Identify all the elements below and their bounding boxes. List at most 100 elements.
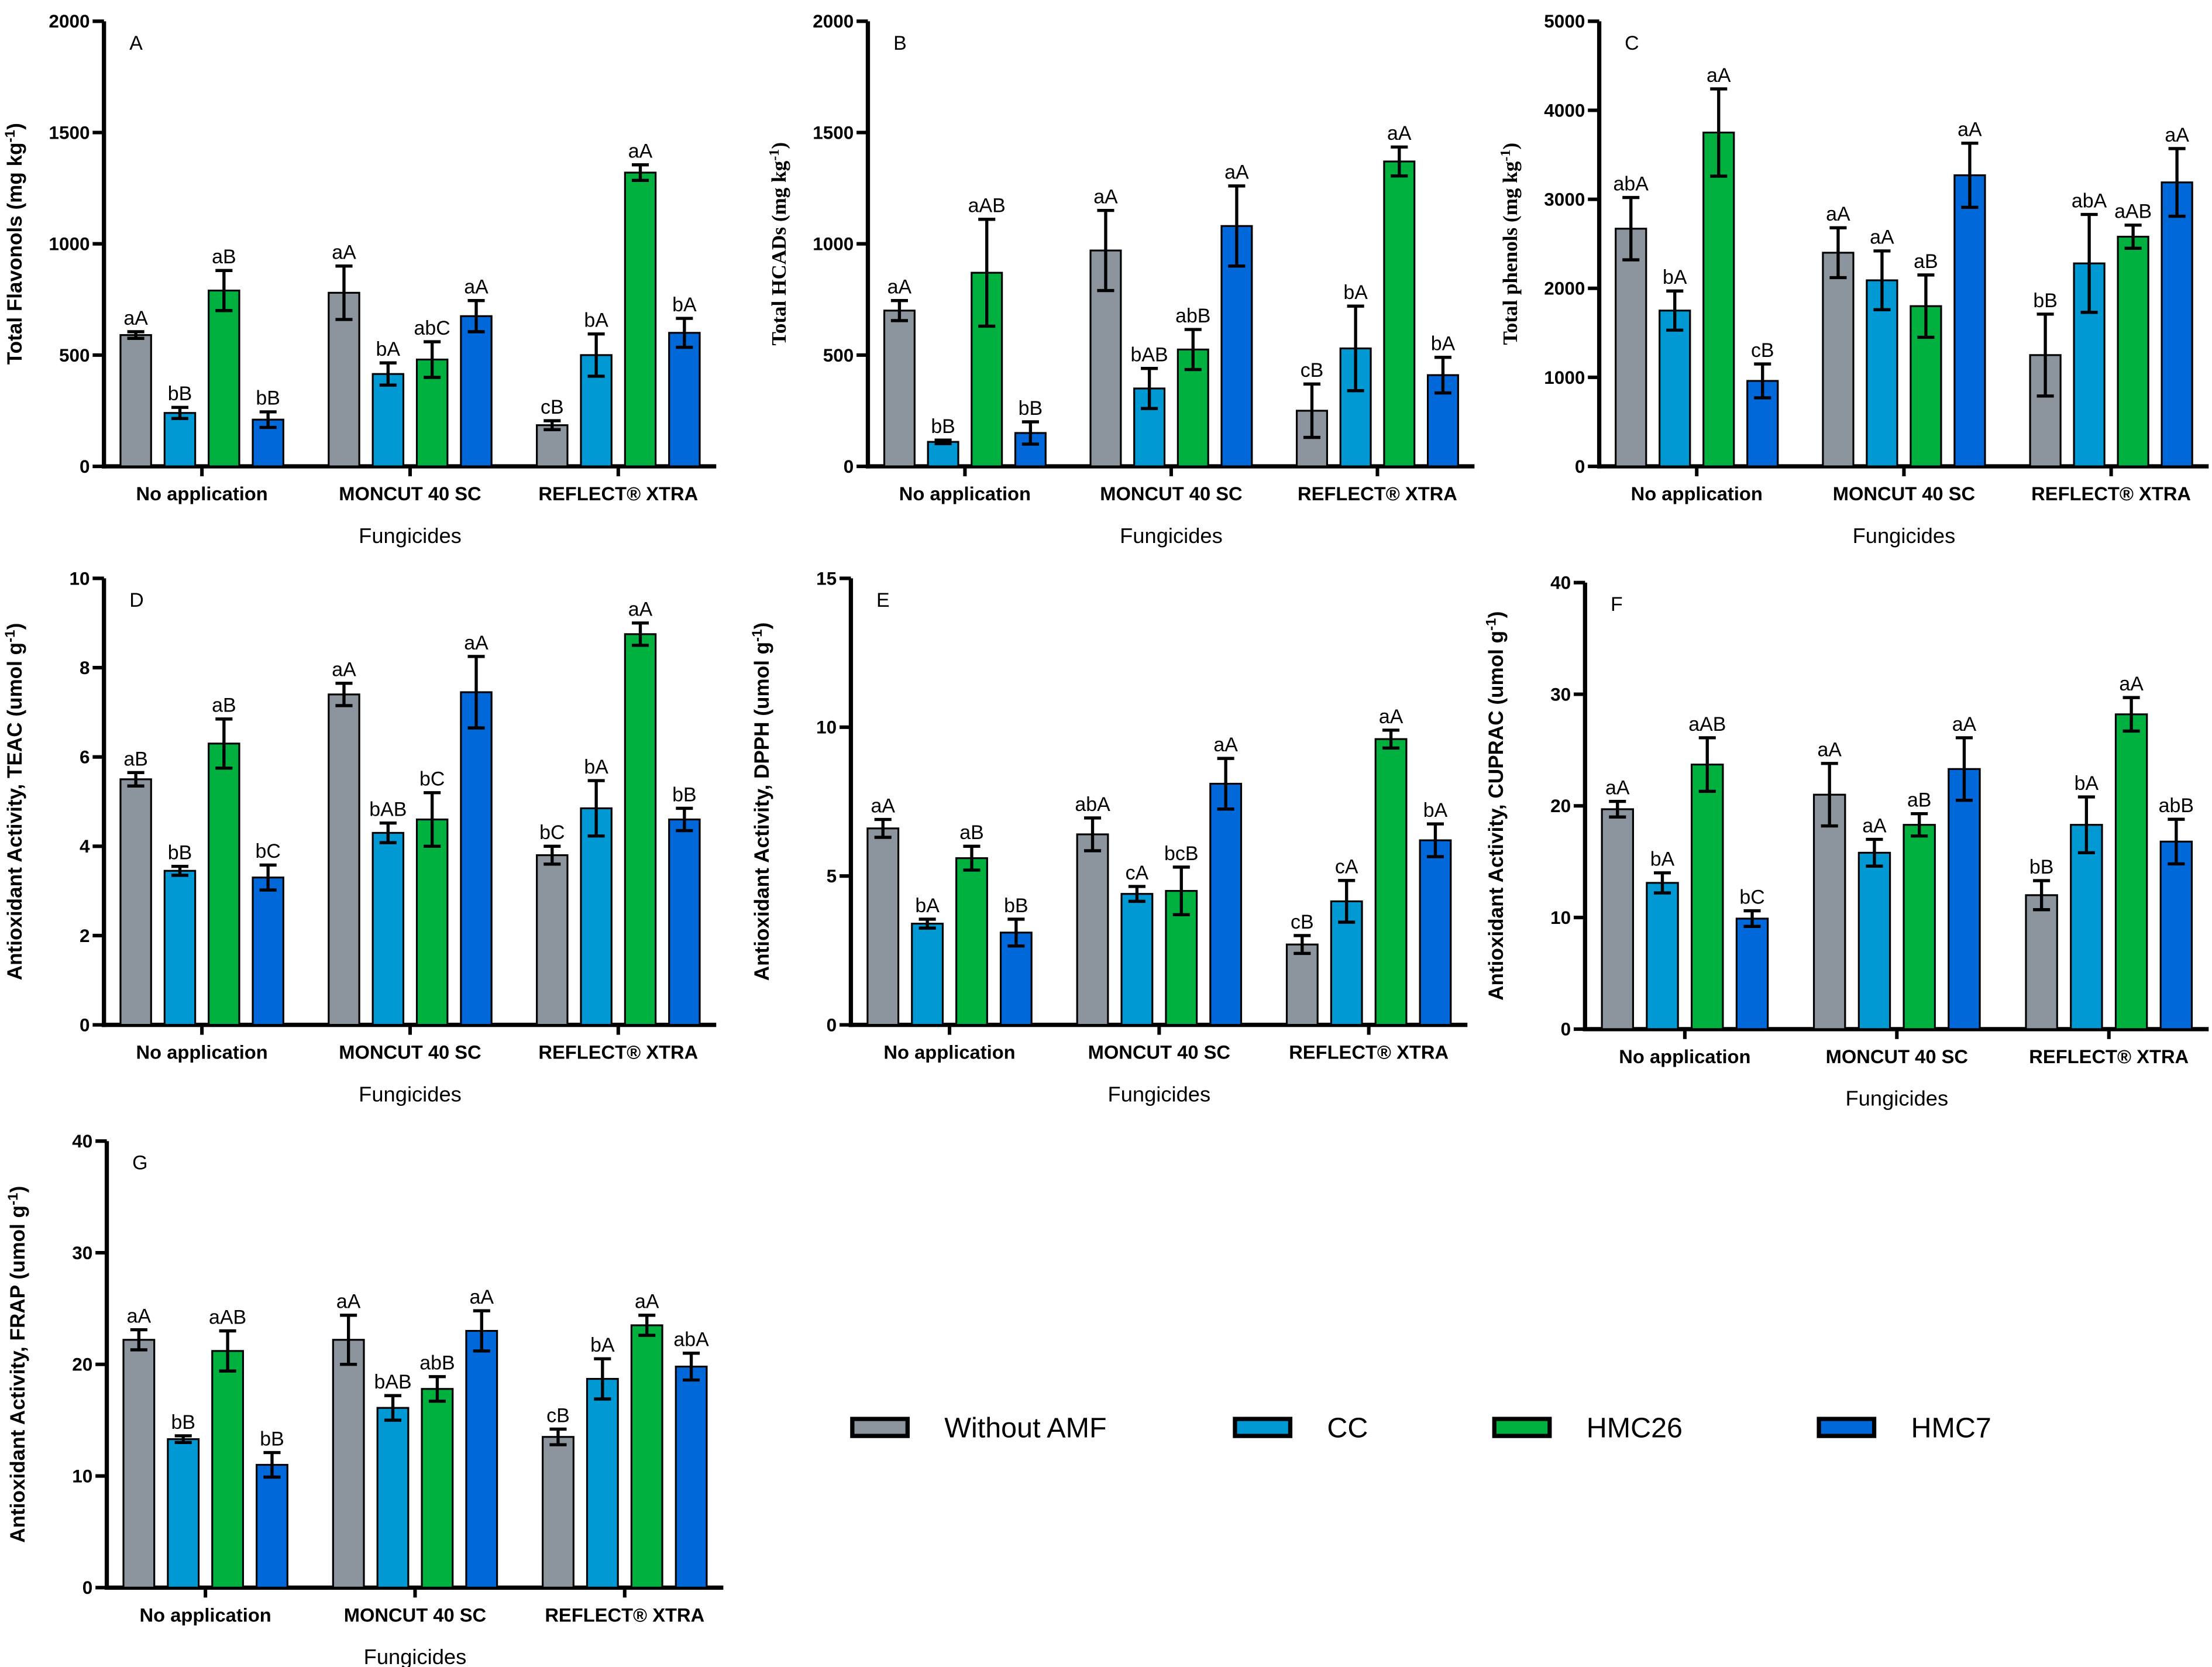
bar-hmc7 — [2159, 840, 2193, 1030]
legend-item: CC — [1233, 1412, 1368, 1444]
significance-label: aA — [628, 140, 653, 163]
category-label: REFLECT® XTRA — [2031, 483, 2191, 504]
category-label: MONCUT 40 SC — [339, 483, 481, 504]
y-axis-label-end: ) — [768, 142, 790, 149]
bar-cc — [1646, 882, 1679, 1030]
significance-label: bC — [1739, 886, 1764, 908]
y-axis-label-end: ) — [6, 1186, 29, 1193]
bar-hmc7 — [1209, 782, 1243, 1026]
category-label: No application — [1631, 483, 1763, 504]
significance-label: aA — [332, 242, 356, 264]
y-tick-label: 5 — [827, 865, 837, 886]
panel-A: 0 500 1000 1500 2000 A Total Flavonols (mg kg-… — [2, 11, 717, 548]
error-bar — [1873, 249, 1891, 311]
significance-label: aAB — [1688, 713, 1726, 735]
bar-cc — [163, 869, 197, 1026]
y-axis-label-sup: -1 — [766, 149, 782, 161]
error-bar — [1021, 420, 1039, 446]
category-label: No application — [136, 483, 268, 504]
y-tick-label: 1000 — [49, 233, 90, 255]
category-label: MONCUT 40 SC — [339, 1042, 481, 1063]
bar-without-amf — [328, 693, 360, 1026]
significance-label: aA — [470, 1286, 494, 1308]
x-axis-label: Fungicides — [1845, 1087, 1948, 1111]
error-bar — [127, 771, 145, 788]
error-bar — [335, 682, 353, 707]
category-label: No application — [1619, 1046, 1750, 1067]
error-bar — [1866, 837, 1883, 868]
error-bar — [424, 340, 441, 379]
error-bar — [2036, 312, 2054, 398]
significance-label: bB — [672, 783, 696, 806]
bar-cc — [911, 923, 944, 1026]
bar-hmc26 — [624, 171, 657, 468]
bar-hmc26 — [208, 289, 240, 468]
significance-label: aA — [2119, 673, 2144, 695]
bar-cc — [376, 1407, 410, 1589]
bar-hmc7 — [1735, 917, 1769, 1030]
legend-item: HMC7 — [1817, 1412, 1991, 1444]
significance-label: bB — [2029, 856, 2053, 878]
x-axis-label: Fungicides — [1108, 1082, 1211, 1106]
significance-label: aA — [1952, 713, 1977, 735]
error-bar — [2080, 212, 2098, 314]
significance-label: bA — [584, 756, 608, 778]
error-bar — [1007, 917, 1025, 948]
error-bar — [2124, 224, 2142, 250]
x-axis-label: Fungicides — [1853, 524, 1956, 548]
y-tick-label: 0 — [844, 456, 854, 477]
significance-label: aB — [123, 748, 147, 770]
bar-hmc7 — [1419, 839, 1452, 1026]
x-axis-label: Fungicides — [1120, 524, 1223, 548]
bar-hmc7 — [675, 1366, 708, 1589]
error-bar — [1754, 362, 1771, 400]
x-axis-label: Fungicides — [359, 1082, 462, 1106]
bar-without-amf — [536, 424, 569, 468]
error-bar — [424, 791, 441, 848]
y-tick-label: 10 — [72, 1465, 92, 1486]
category-label: MONCUT 40 SC — [1100, 483, 1242, 504]
bar-hmc7 — [668, 332, 701, 468]
error-bar — [631, 621, 649, 647]
error-bar — [1303, 382, 1321, 439]
significance-label: aB — [1907, 789, 1931, 812]
y-axis-label-end: ) — [4, 623, 26, 630]
significance-label: aA — [871, 795, 895, 817]
y-tick-label: 8 — [80, 657, 90, 678]
significance-label: aA — [464, 632, 489, 654]
y-axis-label-end: ) — [1485, 611, 1508, 618]
bar-cc — [580, 807, 613, 1026]
bar-without-amf — [122, 1339, 156, 1589]
error-bar — [1710, 87, 1728, 178]
significance-label: aA — [1605, 777, 1630, 799]
significance-label: bA — [590, 1334, 615, 1356]
bar-hmc7 — [668, 818, 701, 1026]
y-tick-label: 0 — [80, 1014, 90, 1035]
y-tick-label: 2000 — [1544, 278, 1585, 299]
significance-label: aA — [1213, 734, 1238, 756]
legend: Without AMF CC HMC26 HMC7 — [850, 1412, 1991, 1444]
x-axis-label: Fungicides — [364, 1645, 467, 1667]
y-axis-label: Antioxidant Activity, CUPRAC (umol g-1) — [1484, 611, 1508, 1001]
significance-label: aA — [2165, 124, 2189, 146]
bar-hmc26 — [630, 1324, 663, 1589]
significance-label: bB — [260, 1428, 284, 1450]
error-bar — [1961, 142, 1979, 209]
category-label: REFLECT® XTRA — [2029, 1046, 2189, 1067]
error-bar — [1097, 208, 1114, 293]
legend-swatch — [1492, 1417, 1552, 1438]
y-tick-label: 1500 — [49, 122, 90, 143]
bar-hmc7 — [2161, 181, 2193, 468]
bar-hmc26 — [1383, 160, 1416, 468]
y-tick-label: 2000 — [49, 11, 90, 32]
legend-label: HMC26 — [1587, 1412, 1683, 1444]
error-bar — [1426, 822, 1444, 858]
significance-label: bB — [171, 1411, 195, 1434]
legend-label: Without AMF — [944, 1412, 1106, 1444]
significance-label: bB — [2033, 290, 2057, 312]
significance-label: aA — [635, 1291, 659, 1313]
y-axis-label-sup: -1 — [2, 630, 18, 642]
legend-swatch — [850, 1417, 910, 1438]
error-bar — [1338, 879, 1356, 924]
bar-without-amf — [1812, 793, 1846, 1030]
